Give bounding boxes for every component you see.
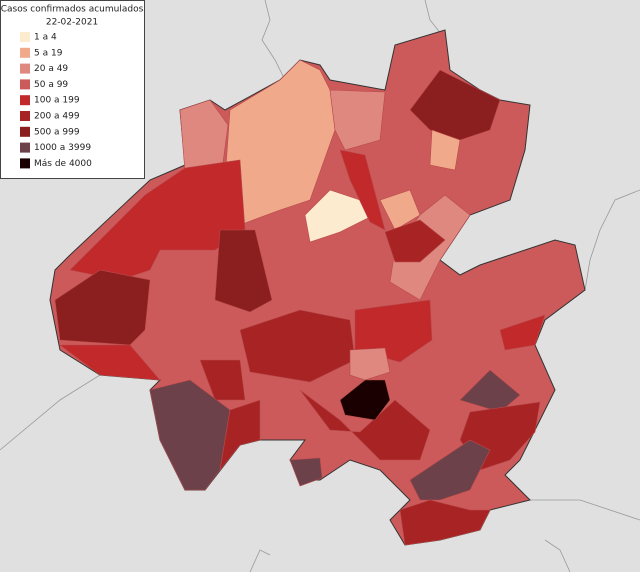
border-line (0, 374, 101, 451)
border-line (261, 0, 286, 81)
municipalities (49, 29, 586, 546)
municipality (179, 99, 229, 173)
legend-swatch (20, 79, 30, 90)
municipality (214, 229, 273, 313)
legend-label: 500 a 999 (34, 127, 80, 137)
municipality (399, 499, 491, 546)
municipality (459, 369, 521, 413)
municipality (219, 399, 261, 472)
legend-swatch (20, 32, 30, 42)
legend-label: 50 a 99 (34, 80, 68, 90)
municipality (149, 379, 231, 491)
border-line (584, 189, 640, 291)
legend-swatch (20, 111, 30, 121)
municipality (339, 379, 391, 421)
municipality (349, 347, 391, 381)
legend-date: 22-02-2021 (46, 18, 98, 28)
municipality (384, 219, 446, 263)
legend: Casos confirmados acumulados 22-02-2021 … (0, 0, 145, 179)
legend-label: 1000 a 3999 (34, 143, 91, 153)
municipality (199, 359, 246, 401)
legend-label: 200 a 499 (34, 112, 80, 122)
municipality (329, 89, 386, 151)
legend-label: 1 a 4 (34, 33, 57, 43)
legend-swatch (20, 126, 30, 137)
border-line (424, 0, 443, 36)
legend-swatch (20, 142, 30, 153)
border-line (249, 549, 271, 572)
legend-label: 100 a 199 (34, 96, 80, 106)
municipality (299, 389, 431, 461)
border-line (544, 539, 571, 572)
legend-title: Casos confirmados acumulados (1, 5, 144, 15)
municipality (499, 314, 546, 351)
legend-swatch (20, 158, 30, 169)
legend-swatch (20, 47, 30, 58)
municipality (354, 299, 433, 363)
legend-label: 20 a 49 (34, 64, 68, 74)
municipality (429, 129, 461, 171)
municipality (289, 457, 323, 487)
municipality (54, 269, 151, 346)
border-line (530, 499, 640, 521)
municipality (409, 439, 491, 501)
legend-label: 5 a 19 (34, 48, 63, 58)
legend-swatch (20, 63, 30, 74)
legend-label: Más de 4000 (34, 159, 92, 169)
municipality (339, 149, 386, 231)
municipality (59, 344, 161, 381)
legend-swatch (20, 95, 30, 106)
